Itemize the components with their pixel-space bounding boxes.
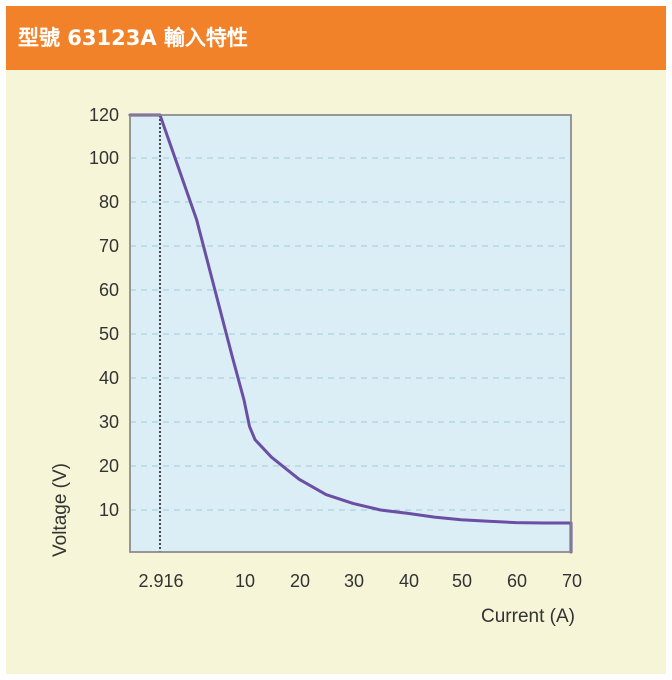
x-tick-label: 40: [399, 571, 419, 591]
x-tick-label: 10: [235, 571, 255, 591]
x-tick-label: 50: [452, 571, 472, 591]
page-title: 型號 63123A 輸入特性: [6, 6, 666, 70]
x-tick-label: 30: [344, 571, 364, 591]
x-tick-label: 70: [562, 571, 582, 591]
y-tick-label: 70: [99, 236, 119, 256]
x-axis-label: Current (A): [481, 606, 575, 627]
series-line: [128, 113, 573, 554]
plot-border: [129, 114, 572, 553]
y-tick-label: 100: [89, 148, 119, 168]
y-axis-label: Voltage (V): [50, 463, 71, 557]
x-tick-label: 2.916: [138, 571, 183, 591]
y-tick-label: 80: [99, 192, 119, 212]
y-tick-label: 120: [89, 105, 119, 125]
y-tick-label: 30: [99, 412, 119, 432]
x-tick-label: 20: [290, 571, 310, 591]
x-tick-label: 60: [507, 571, 527, 591]
y-tick-label: 20: [99, 456, 119, 476]
y-tick-label: 60: [99, 280, 119, 300]
y-tick-label: 50: [99, 324, 119, 344]
y-tick-label: 40: [99, 368, 119, 388]
y-tick-label: 10: [99, 500, 119, 520]
